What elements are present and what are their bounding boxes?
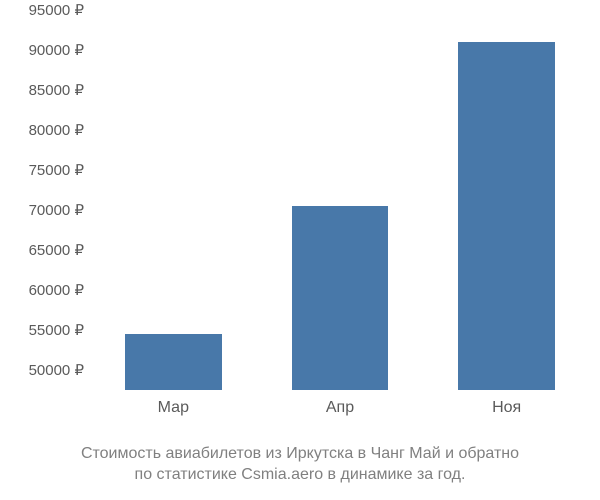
y-axis: 50000 ₽ 55000 ₽ 60000 ₽ 65000 ₽ 70000 ₽ 75000… [0,0,90,390]
bar [292,206,389,390]
y-tick-label: 55000 ₽ [29,321,84,339]
price-bar-chart: 50000 ₽ 55000 ₽ 60000 ₽ 65000 ₽ 70000 ₽ 75000… [0,0,600,430]
caption-line-1: Стоимость авиабилетов из Иркутска в Чанг… [81,445,519,462]
plot-area [90,10,590,390]
bar [458,42,555,390]
chart-caption: Стоимость авиабилетов из Иркутска в Чанг… [0,443,600,486]
y-tick-label: 50000 ₽ [29,361,84,379]
bar [125,334,222,390]
y-tick-label: 75000 ₽ [29,161,84,179]
x-tick-label: Апр [326,399,354,417]
y-tick-label: 95000 ₽ [29,1,84,19]
y-tick-label: 65000 ₽ [29,241,84,259]
x-axis: Мар Апр Ноя [90,395,590,425]
x-tick-label: Мар [158,399,189,417]
y-tick-label: 85000 ₽ [29,81,84,99]
y-tick-label: 90000 ₽ [29,41,84,59]
x-tick-label: Ноя [492,399,521,417]
caption-line-2: по статистике Csmia.aero в динамике за г… [135,466,466,483]
y-tick-label: 70000 ₽ [29,201,84,219]
y-tick-label: 60000 ₽ [29,281,84,299]
y-tick-label: 80000 ₽ [29,121,84,139]
